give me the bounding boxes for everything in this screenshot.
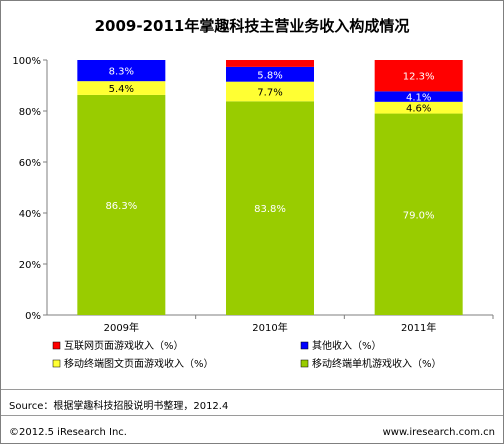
bar-data-label: 83.8%	[254, 204, 286, 215]
bar-segment	[374, 91, 463, 102]
bar-data-label: 4.1%	[406, 93, 431, 104]
x-tick-label: 2010年	[252, 321, 287, 334]
bar-segment	[374, 101, 463, 114]
y-tick-label: 0%	[25, 311, 41, 322]
bar-data-label: 5.8%	[257, 70, 282, 81]
legend-label: 移动终端单机游戏收入（%）	[312, 357, 442, 370]
bar-data-label: 86.3%	[105, 201, 137, 212]
bar-segment	[77, 60, 166, 82]
bar-data-label: 7.7%	[257, 87, 282, 98]
bar-segment	[226, 81, 314, 102]
y-tick-label: 80%	[19, 107, 41, 118]
bar-data-label: 5.4%	[109, 84, 134, 95]
bar-data-label: 4.6%	[406, 104, 431, 115]
bar-segment	[77, 81, 166, 95]
y-tick-label: 40%	[19, 209, 41, 220]
copyright-text: ©2012.5 iResearch Inc.	[9, 427, 127, 438]
y-tick-label: 20%	[19, 260, 41, 271]
y-tick-label: 60%	[19, 158, 41, 169]
bar-segment	[77, 94, 166, 315]
y-tick-label: 100%	[12, 56, 41, 67]
legend-label: 互联网页面游戏收入（%）	[64, 339, 184, 352]
x-tick-label: 2011年	[401, 321, 436, 334]
source-note: Source：根据掌趣科技招股说明书整理，2012.4	[9, 401, 229, 412]
bar-segment	[374, 113, 463, 315]
bar-segment	[226, 101, 314, 315]
legend-swatch	[300, 359, 309, 368]
x-tick-label: 2009年	[104, 321, 139, 334]
bar-segment	[374, 60, 463, 92]
bar-data-label: 8.3%	[109, 67, 134, 78]
website-url: www.iresearch.com.cn	[382, 427, 495, 438]
legend-swatch	[52, 359, 61, 368]
bar-segment	[226, 66, 314, 82]
bar-segment	[226, 60, 314, 67]
legend-swatch	[300, 341, 309, 350]
bar-data-label: 12.3%	[403, 72, 435, 83]
bar-data-label: 79.0%	[403, 210, 435, 221]
chart-title: 2009-2011年掌趣科技主营业务收入构成情况	[94, 17, 410, 35]
legend-label: 其他收入（%）	[312, 339, 382, 352]
legend-swatch	[52, 341, 61, 350]
legend-label: 移动终端图文页面游戏收入（%）	[64, 357, 214, 370]
source-divider-bottom	[1, 415, 503, 416]
source-divider-top	[1, 389, 503, 390]
